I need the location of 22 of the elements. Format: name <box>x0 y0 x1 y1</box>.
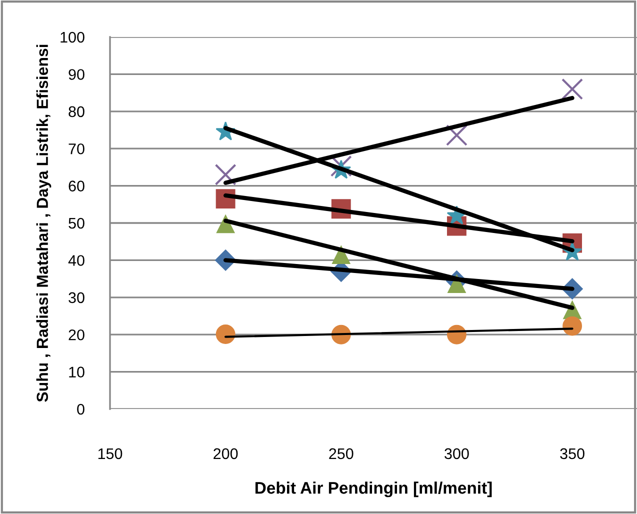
point <box>214 164 236 186</box>
y-axis-title: Suhu , Radiasi Matahari , Daya Listrik, Efisiensi <box>36 44 52 402</box>
x-tick-label: 150 <box>98 448 122 460</box>
x-tick-label: 200 <box>214 448 238 460</box>
x-tick-label: 350 <box>560 448 584 460</box>
y-tick-label: 100 <box>60 32 84 43</box>
y-tick-label: 0 <box>77 404 84 415</box>
y-tick-label: 20 <box>68 329 84 340</box>
y-tick-label: 90 <box>68 69 84 80</box>
x-tick-label: 250 <box>329 448 354 460</box>
y-tick-label: 50 <box>68 218 84 229</box>
point <box>562 316 582 336</box>
x-tick-label: 300 <box>444 448 469 460</box>
point <box>216 324 236 344</box>
y-tick-label: 60 <box>68 180 84 192</box>
y-tick-label: 40 <box>68 255 84 266</box>
y-tick-label: 10 <box>69 366 84 378</box>
y-tick-label: 70 <box>68 143 84 154</box>
point <box>562 78 584 100</box>
y-tick-label: 80 <box>68 106 84 118</box>
y-tick-label: 30 <box>68 292 84 304</box>
x-axis-title: Debit Air Pendingin [ml/menit] <box>255 482 492 498</box>
